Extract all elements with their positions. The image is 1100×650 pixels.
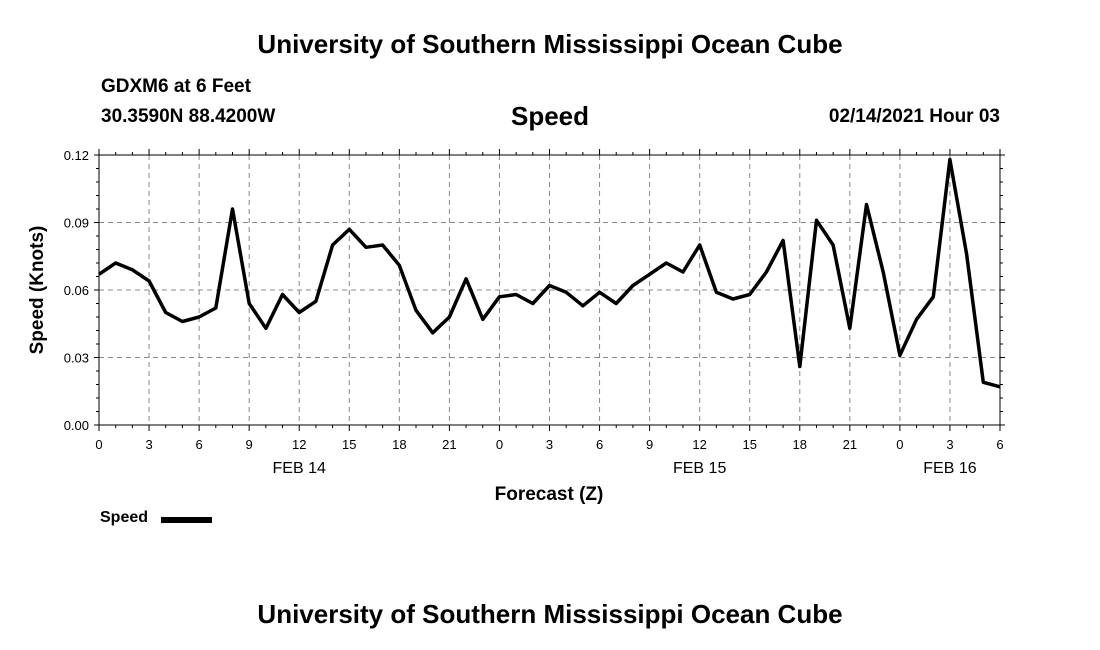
x-tick-label: 12 [292, 437, 306, 452]
x-tick-label: 21 [442, 437, 456, 452]
datetime-label: 02/14/2021 Hour 03 [828, 106, 1000, 127]
date-label: FEB 16 [923, 460, 976, 477]
x-tick-label: 3 [946, 437, 953, 452]
y-tick-label: 0.09 [64, 216, 89, 231]
x-tick-label: 0 [95, 437, 102, 452]
x-tick-label: 6 [195, 437, 202, 452]
grid [99, 155, 1000, 425]
x-tick-label: 3 [145, 437, 152, 452]
x-tick-label: 6 [996, 437, 1003, 452]
x-tick-label: 9 [646, 437, 653, 452]
x-tick-label: 9 [246, 437, 253, 452]
station-label: GDXM6 at 6 Feet [101, 76, 251, 97]
plot-frame [98, 154, 1001, 426]
x-tick-label: 18 [793, 437, 807, 452]
x-tick-label: 6 [596, 437, 603, 452]
x-tick-label: 12 [692, 437, 706, 452]
date-label: FEB 15 [673, 460, 726, 477]
legend-label: Speed [100, 509, 149, 526]
x-tick-label: 0 [496, 437, 503, 452]
page-title-bottom: University of Southern Mississippi Ocean… [257, 599, 843, 629]
x-tick-label: 18 [392, 437, 406, 452]
x-tick-label: 0 [896, 437, 903, 452]
x-tick-label: 15 [342, 437, 356, 452]
y-tick-label: 0.06 [64, 283, 89, 298]
y-tick-label: 0.12 [64, 148, 89, 163]
series-line-speed [98, 157, 1001, 389]
axes: 0.00 0.03 0.06 0.09 0.12 0 3 6 9 12 15 18 21 0 3 6 9 12 15… [64, 148, 1005, 477]
coordinates-label: 30.3590N 88.4200W [101, 106, 276, 127]
date-label: FEB 14 [273, 460, 326, 477]
y-tick-label: 0.00 [64, 418, 89, 433]
y-axis-label: Speed (Knots) [27, 226, 48, 355]
axis-labels: Speed (Knots) Forecast (Z) [27, 226, 603, 505]
x-tick-label: 21 [843, 437, 857, 452]
series-layer [98, 157, 1001, 389]
x-tick-label: 3 [546, 437, 553, 452]
y-tick-label: 0.03 [64, 351, 89, 366]
x-tick-label: 15 [742, 437, 756, 452]
chart-title: Speed [510, 101, 590, 131]
legend-swatch [161, 517, 212, 523]
x-axis-label: Forecast (Z) [495, 484, 604, 505]
page-title-top: University of Southern Mississippi Ocean… [257, 29, 843, 59]
